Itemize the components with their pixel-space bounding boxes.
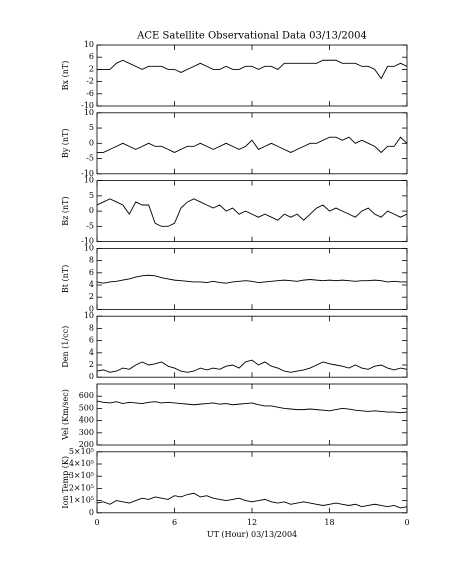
y-tick-label: 0 — [89, 206, 94, 215]
data-line — [96, 198, 408, 227]
y-tick-label: 2 — [89, 360, 94, 369]
y-tick-label: -10 — [81, 237, 94, 246]
y-tick-label: 10 — [84, 311, 94, 320]
y-tick-label: -5 — [86, 154, 94, 163]
y-tick-label: 5 — [89, 123, 94, 132]
data-line — [96, 400, 408, 414]
data-line — [96, 274, 407, 284]
x-tick-label: 0 — [94, 518, 99, 527]
y-tick-label: 5×10⁵ — [69, 447, 94, 456]
x-tick-label: 12 — [247, 518, 257, 527]
panel-frame — [96, 112, 408, 175]
y-axis-label: Den (1/cc) — [61, 326, 70, 368]
panel-frame — [96, 247, 408, 310]
panel-frame — [96, 383, 408, 446]
y-tick-label: 4 — [89, 348, 94, 357]
y-tick-label: 10 — [84, 243, 94, 252]
y-tick-label: 0 — [89, 372, 94, 381]
y-tick-label: 2 — [89, 64, 94, 73]
y-axis-label: Ion Temp (K) — [61, 456, 70, 509]
y-tick-label: 10 — [84, 40, 94, 49]
y-tick-label: -10 — [81, 169, 94, 178]
data-line — [97, 59, 408, 80]
y-tick-label: -6 — [86, 89, 94, 98]
y-tick-label: 2 — [89, 292, 94, 301]
y-tick-label: 0 — [89, 304, 94, 313]
y-tick-label: 4×10⁵ — [69, 459, 94, 468]
chart-title: ACE Satellite Observational Data 03/13/2… — [136, 31, 367, 42]
y-axis-label: By (nT) — [61, 128, 70, 158]
panel-frame — [96, 315, 408, 378]
y-tick-label: 8 — [89, 323, 94, 332]
y-tick-label: 0 — [89, 138, 94, 147]
panel-frame — [96, 44, 408, 107]
data-line — [96, 359, 408, 373]
y-tick-label: 200 — [79, 440, 94, 449]
y-tick-label: 10 — [84, 176, 94, 185]
y-tick-label: 400 — [79, 416, 94, 425]
y-axis-label: Vel (Km/sec) — [61, 389, 70, 441]
y-tick-label: 1×10⁵ — [69, 496, 94, 505]
y-tick-label: 500 — [79, 403, 94, 412]
y-tick-label: 6 — [89, 336, 94, 345]
y-axis-label: Bx (nT) — [61, 61, 70, 91]
data-line — [97, 136, 408, 154]
y-tick-label: 6 — [89, 52, 94, 61]
x-tick-label: 18 — [324, 518, 334, 527]
y-tick-label: 6 — [89, 268, 94, 277]
y-tick-label: 0 — [89, 508, 94, 517]
y-tick-label: 8 — [89, 256, 94, 265]
y-axis-label: Bz (nT) — [61, 196, 70, 225]
y-tick-label: -2 — [86, 77, 94, 86]
y-tick-label: -5 — [86, 221, 94, 230]
panel-frame — [96, 180, 408, 243]
data-line — [96, 492, 408, 509]
x-tick-label: 0 — [404, 518, 409, 527]
x-axis-label: UT (Hour) 03/13/2004 — [207, 530, 297, 539]
y-tick-label: 4 — [89, 280, 94, 289]
panel-frame — [96, 451, 408, 514]
x-tick-label: 6 — [172, 518, 177, 527]
y-tick-label: 3×10⁵ — [69, 471, 94, 480]
y-axis-label: Bt (nT) — [61, 265, 70, 293]
y-tick-label: 300 — [79, 428, 94, 437]
y-tick-label: 5 — [89, 191, 94, 200]
y-tick-label: 600 — [79, 391, 94, 400]
y-tick-label: -10 — [81, 101, 94, 110]
y-tick-label: 2×10⁵ — [69, 483, 94, 492]
y-tick-label: 10 — [84, 108, 94, 117]
